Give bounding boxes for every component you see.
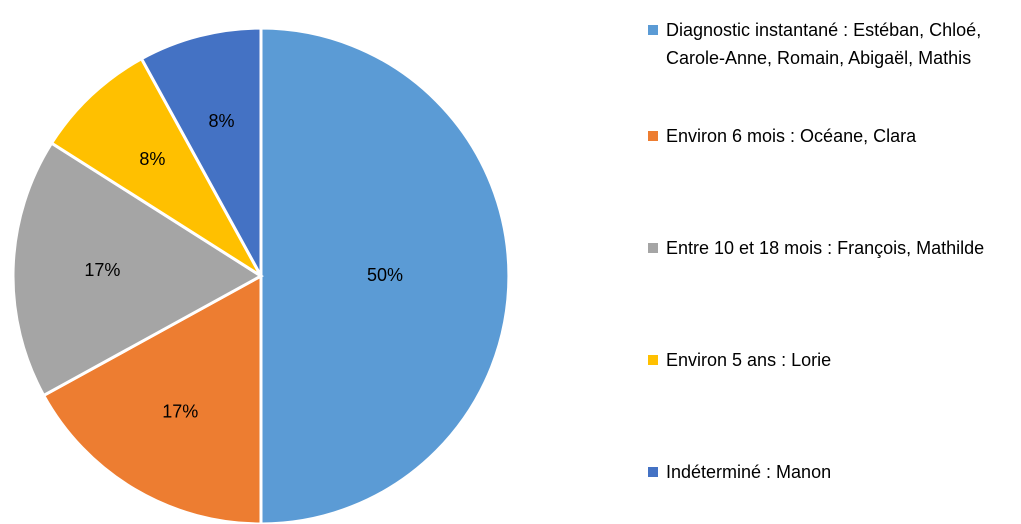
slice — [139, 26, 263, 277]
legend-entry: Environ 6 mois : Océane, Clara — [648, 122, 1021, 150]
slice — [11, 141, 264, 398]
legend-label: Entre 10 et 18 mois : François, Mathilde — [666, 238, 985, 258]
legend-swatch — [648, 355, 658, 365]
data-label: 17% — [84, 260, 120, 280]
data-label: 8% — [209, 111, 235, 131]
legend-swatch — [648, 243, 658, 253]
slice — [259, 26, 511, 524]
legend-entry: Environ 5 ans : Lorie — [648, 346, 1021, 374]
legend-swatch — [648, 467, 658, 477]
slice — [49, 56, 263, 278]
legend-swatch — [648, 131, 658, 141]
data-label: 8% — [139, 149, 165, 169]
data-label: 50% — [367, 265, 403, 285]
legend-swatch — [648, 25, 658, 35]
data-label: 17% — [162, 401, 198, 421]
legend-label: Environ 6 mois : Océane, Clara — [666, 126, 917, 146]
legend-label: Indéterminé : Manon — [666, 462, 832, 482]
legend-label: Diagnostic instantané : Estéban, Chloé, … — [666, 20, 982, 68]
legend-entry: Indéterminé : Manon — [648, 458, 1021, 486]
legend-entry: Entre 10 et 18 mois : François, Mathilde — [648, 234, 1021, 262]
legend-entry: Diagnostic instantané : Estéban, Chloé, … — [648, 16, 1021, 72]
legend-label: Environ 5 ans : Lorie — [666, 350, 832, 370]
slice — [41, 273, 263, 524]
